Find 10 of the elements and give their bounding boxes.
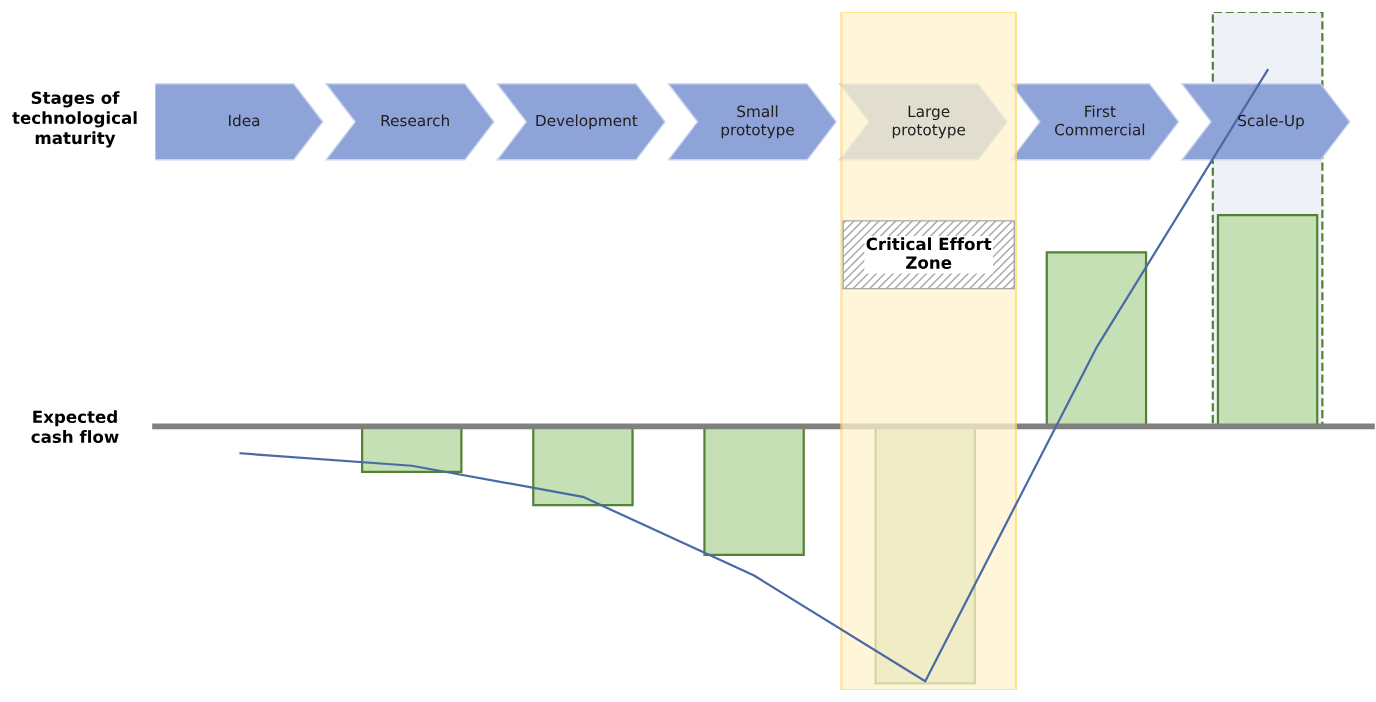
x-tick-label: Idea xyxy=(229,114,260,127)
x-tick-label: Small prototype xyxy=(721,105,794,139)
x-tick-label: Research xyxy=(381,114,449,127)
band-label: Critical Effort Zone xyxy=(866,237,992,269)
x-tick-label: Development xyxy=(536,114,638,130)
text: Stages of technological maturity xyxy=(12,91,137,148)
text: Expected cash flow xyxy=(31,410,119,444)
x-tick-label: First Commercial xyxy=(1055,105,1145,136)
x-tick-label: Large prototype xyxy=(892,105,966,139)
x-tick-label: Scale-Up xyxy=(1238,114,1304,130)
